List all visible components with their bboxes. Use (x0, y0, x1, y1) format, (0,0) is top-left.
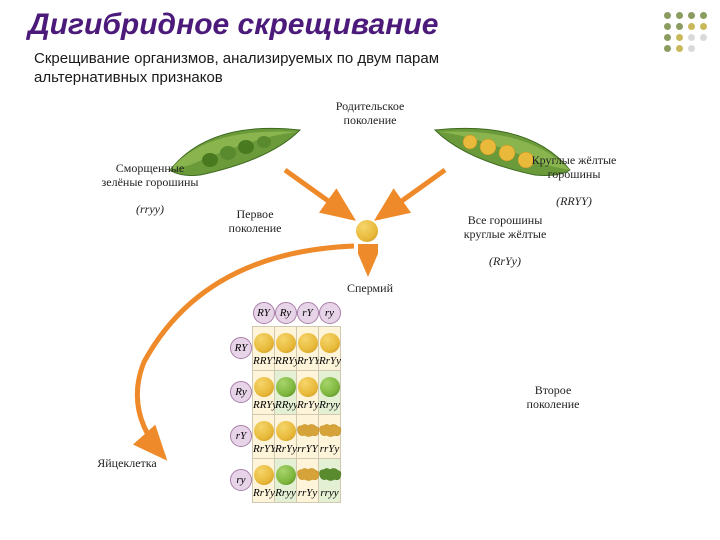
punnett-cell: rrYy (297, 458, 319, 502)
punnett-cell: RrYy (297, 370, 319, 414)
genotype-label: RRyy (275, 399, 296, 411)
gamete-sperm: rY (297, 302, 319, 324)
dihybrid-diagram: Родительское поколение Сморщенные зелёны… (100, 100, 640, 530)
gamete-egg: RY (230, 337, 252, 359)
deco-dot (700, 23, 707, 30)
punnett-cell: Rryy (319, 370, 341, 414)
genotype-label: RrYy (275, 443, 296, 455)
f1-geno: (RrYy) (489, 254, 521, 268)
deco-dot (688, 34, 695, 41)
deco-dot (676, 45, 683, 52)
right-parent-text: Круглые жёлтые горошины (532, 153, 617, 181)
gamete-egg: ry (230, 469, 252, 491)
left-parent-text: Сморщенные зелёные горошины (102, 161, 199, 189)
punnett-cell: RrYY (297, 326, 319, 370)
pea-round-yellow (276, 333, 296, 353)
gamete-egg: rY (230, 425, 252, 447)
deco-dot (700, 34, 707, 41)
pea-round-yellow (254, 377, 274, 397)
label-f2: Второе поколение (498, 384, 608, 412)
punnett-cell: RRYY (253, 326, 275, 370)
punnett-cell: rryy (319, 458, 341, 502)
f1-pea (356, 220, 378, 242)
deco-dot (664, 34, 671, 41)
deco-dot (664, 45, 671, 52)
punnett-cell: RrYy (253, 458, 275, 502)
genotype-label: RRYy (253, 399, 274, 411)
punnett-cell: RRYy (253, 370, 275, 414)
genotype-label: rrYy (319, 443, 340, 455)
deco-dot (700, 12, 707, 19)
genotype-label: rryy (319, 487, 340, 499)
pea-round-yellow (254, 465, 274, 485)
genotype-label: Rryy (275, 487, 296, 499)
deco-dot (700, 45, 707, 52)
deco-dot (676, 23, 683, 30)
punnett-cell: RrYy (319, 326, 341, 370)
f1-note-text: Все горошины круглые жёлтые (464, 213, 547, 241)
pea-round-green (320, 377, 340, 397)
pea-round-yellow (298, 333, 318, 353)
genotype-label: rrYy (297, 487, 318, 499)
left-parent-geno: (rryy) (136, 202, 164, 216)
pea-round-yellow (276, 421, 296, 441)
genotype-label: RrYY (253, 443, 274, 455)
label-parent-generation: Родительское поколение (300, 100, 440, 128)
deco-dot (676, 12, 683, 19)
deco-dot (688, 23, 695, 30)
gamete-egg: Ry (230, 381, 252, 403)
punnett-cell: RRyy (275, 370, 297, 414)
pea-round-green (276, 465, 296, 485)
label-f1: Первое поколение (200, 208, 310, 236)
deco-dot (688, 12, 695, 19)
label-f1-note: Все горошины круглые жёлтые (RrYy) (430, 200, 580, 269)
punnett-cell: RrYy (275, 414, 297, 458)
punnett-cell: RrYY (253, 414, 275, 458)
label-right-parent: Круглые жёлтые горошины (RRYY) (504, 140, 644, 209)
genotype-label: Rryy (319, 399, 340, 411)
genotype-label: RrYy (253, 487, 274, 499)
deco-dot (688, 45, 695, 52)
gamete-sperm: ry (319, 302, 341, 324)
genotype-label: RrYY (297, 355, 318, 367)
punnett-cell: RRYy (275, 326, 297, 370)
pea-round-yellow (254, 333, 274, 353)
pea-round-yellow (298, 377, 318, 397)
deco-dot (664, 23, 671, 30)
genotype-label: RRYy (275, 355, 296, 367)
label-left-parent: Сморщенные зелёные горошины (rryy) (80, 148, 220, 217)
pea-wrinkled-green (317, 465, 343, 483)
pea-round-green (276, 377, 296, 397)
pea-round-yellow (320, 333, 340, 353)
label-sperm: Спермий (320, 282, 420, 296)
genotype-label: RrYy (319, 355, 340, 367)
genotype-label: rrYY (297, 443, 318, 455)
subtitle: Скрещивание организмов, анализируемых по… (34, 50, 494, 88)
genotype-label: RrYy (297, 399, 318, 411)
label-egg: Яйцеклетка (82, 457, 172, 471)
gamete-sperm: RY (253, 302, 275, 324)
pea-round-yellow (254, 421, 274, 441)
punnett-cell: rrYy (319, 414, 341, 458)
genotype-label: RRYY (253, 355, 274, 367)
deco-dot (676, 34, 683, 41)
punnett-cell: rrYY (297, 414, 319, 458)
pea-wrinkled-yellow (317, 421, 343, 439)
page-title: Дигибридное скрещивание (28, 8, 438, 42)
deco-dot (664, 12, 671, 19)
punnett-cell: Rryy (275, 458, 297, 502)
decoration-dots (664, 12, 708, 52)
gamete-sperm: Ry (275, 302, 297, 324)
